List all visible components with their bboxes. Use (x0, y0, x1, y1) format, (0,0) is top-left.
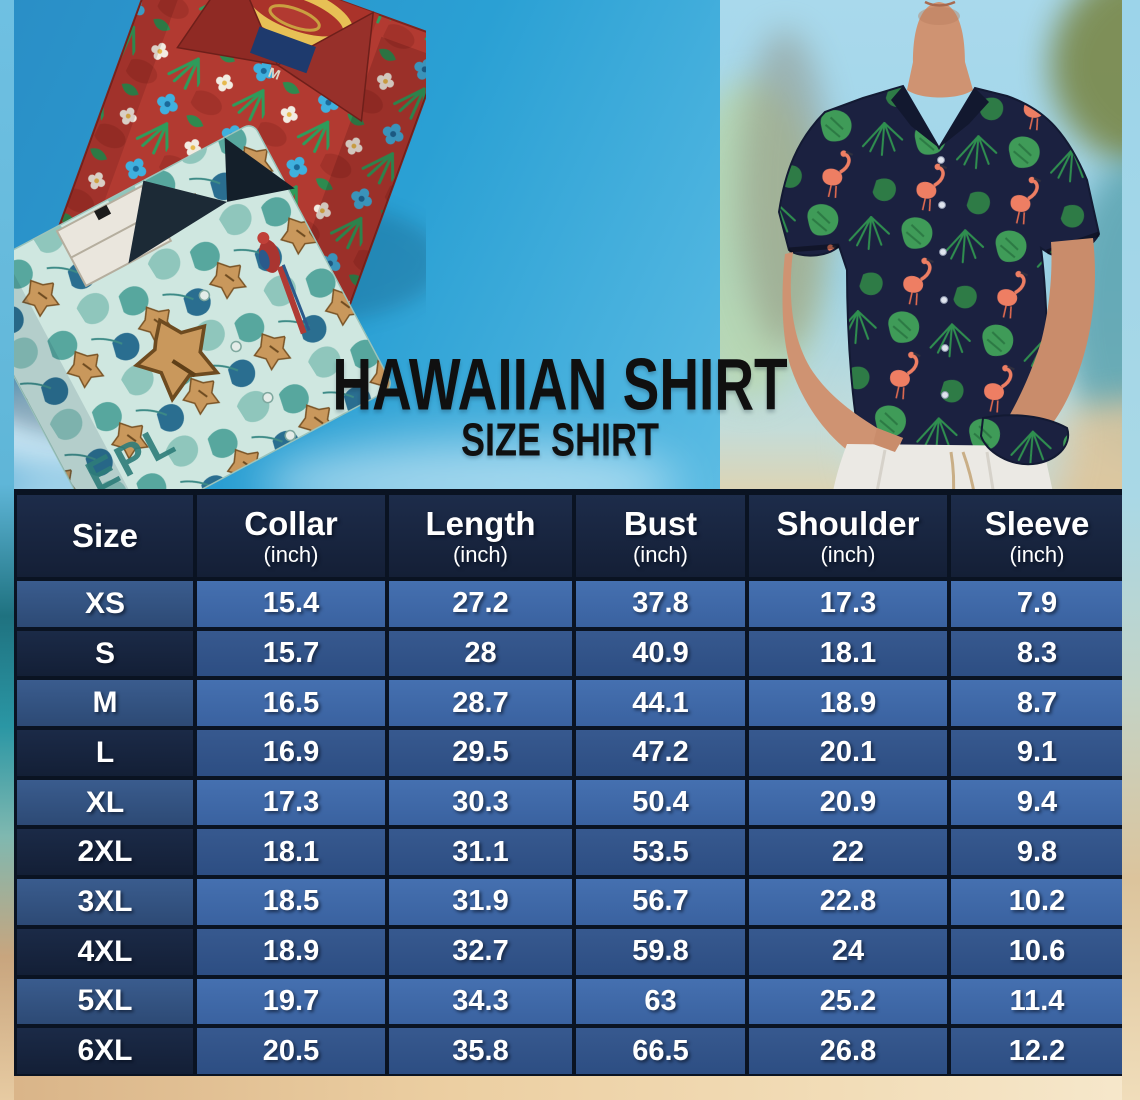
value-cell: 37.8 (572, 577, 749, 631)
right-edge-beach (1122, 0, 1140, 1100)
parrot-print (257, 232, 311, 335)
value-cell: 20.1 (745, 726, 951, 780)
table-row-m: M 16.5 28.7 44.1 18.9 8.7 (13, 676, 1127, 731)
table-row-xs: XS 15.4 27.2 37.8 17.3 7.9 (13, 577, 1127, 631)
value-cell: 9.4 (947, 775, 1127, 830)
page-title: HAWAIIAN SHIRT (332, 342, 788, 426)
table-row-6xl: 6XL 20.5 35.8 66.5 26.8 12.2 (13, 1024, 1127, 1078)
table-row-3xl: 3XL 18.5 31.9 56.7 22.8 10.2 (13, 875, 1127, 929)
sand-strip (0, 1076, 1140, 1100)
value-cell: 19.7 (193, 974, 389, 1029)
page-subtitle: SIZE SHIRT (460, 413, 660, 466)
value-cell: 28 (385, 626, 576, 681)
value-cell: 8.7 (947, 676, 1127, 731)
value-cell: 34.3 (385, 974, 576, 1029)
value-cell: 10.6 (947, 924, 1127, 979)
value-cell: 26.8 (745, 1024, 951, 1078)
value-cell: 17.3 (745, 577, 951, 631)
value-cell: 66.5 (572, 1024, 749, 1078)
value-cell: 10.2 (947, 875, 1127, 929)
column-header-length: Length (inch) (385, 491, 576, 581)
table-row-l: L 16.9 29.5 47.2 20.1 9.1 (13, 726, 1127, 780)
size-cell: L (13, 726, 197, 780)
value-cell: 56.7 (572, 875, 749, 929)
value-cell: 31.1 (385, 825, 576, 880)
value-cell: 44.1 (572, 676, 749, 731)
value-cell: 50.4 (572, 775, 749, 830)
column-header-shoulder: Shoulder (inch) (745, 491, 951, 581)
value-cell: 11.4 (947, 974, 1127, 1029)
value-cell: 22.8 (745, 875, 951, 929)
size-tag-label: M (266, 64, 282, 83)
value-cell: 22 (745, 825, 951, 880)
value-cell: 30.3 (385, 775, 576, 830)
size-cell: 4XL (13, 924, 197, 979)
value-cell: 16.5 (193, 676, 389, 731)
size-cell: M (13, 676, 197, 731)
table-row-4xl: 4XL 18.9 32.7 59.8 24 10.6 (13, 924, 1127, 979)
value-cell: 18.9 (193, 924, 389, 979)
value-cell: 7.9 (947, 577, 1127, 631)
value-cell: 16.9 (193, 726, 389, 780)
value-cell: 40.9 (572, 626, 749, 681)
table-row-xl: XL 17.3 30.3 50.4 20.9 9.4 (13, 775, 1127, 830)
white-pants (831, 444, 1055, 502)
table-row-5xl: 5XL 19.7 34.3 63 25.2 11.4 (13, 974, 1127, 1029)
column-header-collar: Collar (inch) (193, 491, 389, 581)
value-cell: 12.2 (947, 1024, 1127, 1078)
folded-shirts-photo: M EPL (0, 0, 426, 494)
size-cell: 3XL (13, 875, 197, 929)
value-cell: 18.5 (193, 875, 389, 929)
value-cell: 63 (572, 974, 749, 1029)
value-cell: 20.9 (745, 775, 951, 830)
value-cell: 47.2 (572, 726, 749, 780)
value-cell: 17.3 (193, 775, 389, 830)
hibiscus-print (132, 317, 221, 403)
value-cell: 31.9 (385, 875, 576, 929)
value-cell: 32.7 (385, 924, 576, 979)
model-wearing-flamingo-shirt-photo (777, 0, 1101, 502)
title-block: HAWAIIAN SHIRT SIZE SHIRT (310, 342, 810, 462)
value-cell: 28.7 (385, 676, 576, 731)
size-cell: S (13, 626, 197, 681)
column-header-sleeve: Sleeve (inch) (947, 491, 1127, 581)
value-cell: 18.1 (745, 626, 951, 681)
model-left-arm (782, 252, 903, 460)
size-cell: 5XL (13, 974, 197, 1029)
value-cell: 8.3 (947, 626, 1127, 681)
table-row-s: S 15.7 28 40.9 18.1 8.3 (13, 626, 1127, 681)
left-edge-beach (0, 0, 14, 1100)
value-cell: 9.1 (947, 726, 1127, 780)
value-cell: 18.1 (193, 825, 389, 880)
value-cell: 15.4 (193, 577, 389, 631)
value-cell: 27.2 (385, 577, 576, 631)
size-cell: XS (13, 577, 197, 631)
size-cell: 6XL (13, 1024, 197, 1078)
model-right-arm (1001, 238, 1095, 448)
size-cell: XL (13, 775, 197, 830)
value-cell: 29.5 (385, 726, 576, 780)
size-table: Size Collar (inch) Length (inch) Bust (inch) Sh… (13, 491, 1127, 1078)
column-header-bust: Bust (inch) (572, 491, 749, 581)
value-cell: 9.8 (947, 825, 1127, 880)
value-cell: 20.5 (193, 1024, 389, 1078)
column-header-size: Size (13, 491, 197, 581)
value-cell: 18.9 (745, 676, 951, 731)
value-cell: 59.8 (572, 924, 749, 979)
value-cell: 35.8 (385, 1024, 576, 1078)
table-row-2xl: 2XL 18.1 31.1 53.5 22 9.8 (13, 825, 1127, 880)
value-cell: 25.2 (745, 974, 951, 1029)
value-cell: 24 (745, 924, 951, 979)
value-cell: 15.7 (193, 626, 389, 681)
size-cell: 2XL (13, 825, 197, 880)
value-cell: 53.5 (572, 825, 749, 880)
